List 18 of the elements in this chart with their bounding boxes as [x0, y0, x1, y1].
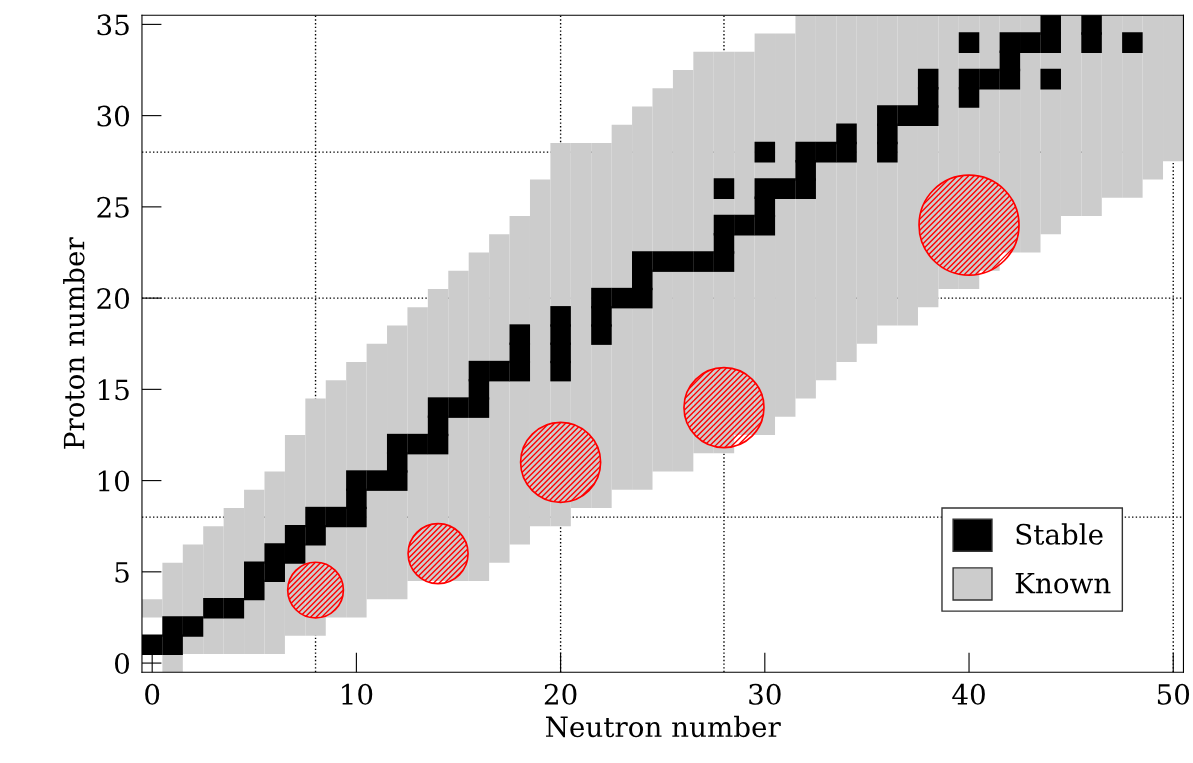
y-tick-label: 10: [98, 470, 130, 492]
x-tick-label: 0: [145, 683, 160, 705]
y-tick-label: 15: [98, 379, 129, 401]
y-tick-label: 20: [97, 288, 130, 310]
y-tick-label: 5: [115, 562, 129, 583]
x-tick-label: 20: [544, 683, 577, 705]
y-tick-label: 35: [97, 14, 129, 36]
x-tick-label: 10: [342, 683, 373, 705]
legend-label: Known: [1015, 572, 1111, 594]
y-tick-label: 25: [97, 196, 129, 218]
y-tick-label: 0: [115, 653, 130, 675]
x-axis-title: Neutron number: [546, 715, 781, 738]
legend-label: Stable: [1016, 523, 1103, 545]
x-tick-label: 30: [749, 683, 781, 705]
x-tick-label: 40: [952, 683, 985, 705]
x-tick-label: 50: [1157, 683, 1190, 705]
y-axis-title: Proton number: [63, 237, 85, 449]
y-tick-label: 30: [97, 105, 130, 127]
